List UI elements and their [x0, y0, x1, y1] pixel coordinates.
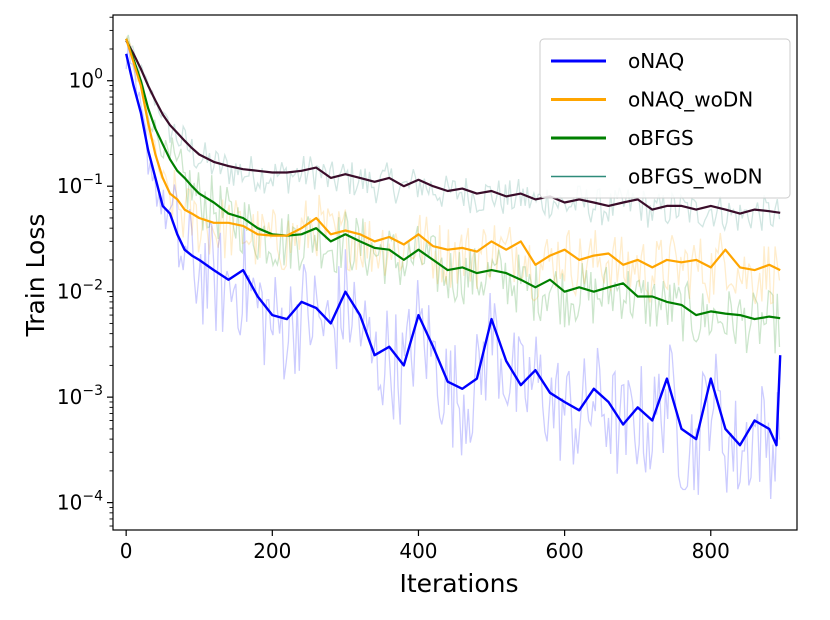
- y-tick-label: 10−3: [57, 383, 103, 409]
- x-tick-label: 800: [692, 539, 730, 563]
- y-tick-label: 10−1: [57, 172, 103, 198]
- plot-area-frame: [112, 14, 798, 531]
- x-tick-label: 400: [399, 539, 437, 563]
- noise-bands: [125, 34, 781, 500]
- legend-label: oNAQ_woDN: [628, 88, 753, 112]
- y-tick-label: 10−2: [57, 278, 103, 304]
- series-line-oBFGS: [125, 38, 781, 321]
- x-tick-label: 200: [253, 539, 291, 563]
- series-line-oNAQ_woDN: [125, 38, 781, 272]
- series-noise-oNAQ: [125, 43, 781, 500]
- x-axis-label: Iterations: [399, 569, 518, 598]
- legend-label: oNAQ: [628, 49, 684, 73]
- legend: oNAQ oNAQ_woDN oBFGS oBFGS_woDN: [539, 38, 791, 199]
- series-noise-oNAQ_woDN: [125, 36, 781, 305]
- y-axis-label: Train Loss: [21, 214, 50, 338]
- y-tick-label: 100: [69, 67, 103, 93]
- series-line-oBFGS_woDN: [125, 40, 781, 215]
- series-noise-oBFGS_woDN: [125, 39, 781, 233]
- y-axis: 100 10−1 10−2 10−3 10−4: [57, 16, 113, 527]
- legend-box: [539, 38, 791, 199]
- legend-label: oBFGS: [628, 126, 694, 150]
- y-tick-label: 10−4: [57, 489, 103, 515]
- x-axis: 0 200 400 600 800: [120, 530, 730, 563]
- legend-label: oBFGS_woDN: [628, 165, 763, 189]
- series-noise-oBFGS: [125, 34, 781, 354]
- x-tick-label: 600: [546, 539, 584, 563]
- x-tick-label: 0: [120, 539, 133, 563]
- series-line-oNAQ: [125, 53, 782, 447]
- series-lines: [125, 38, 782, 447]
